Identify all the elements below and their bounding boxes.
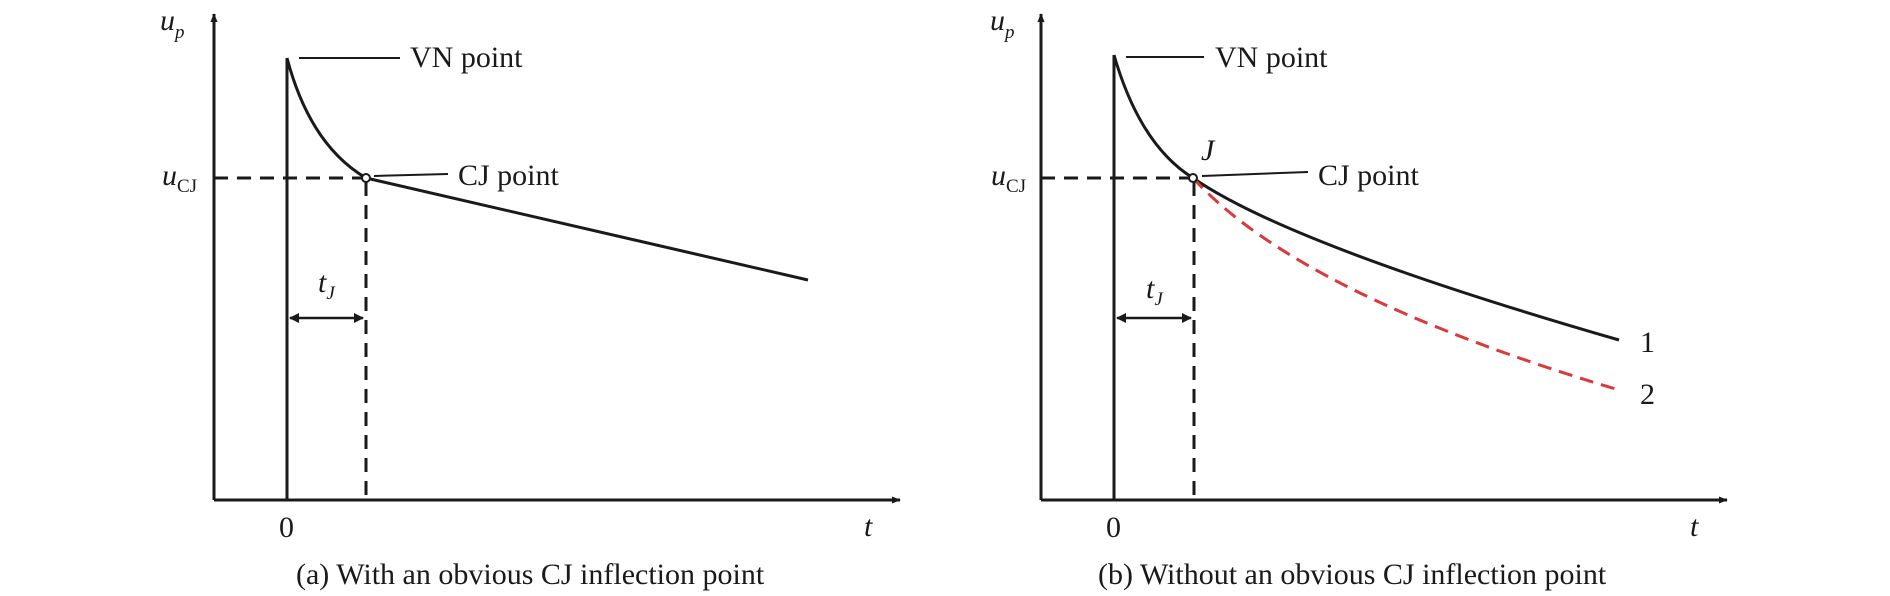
vn-point-label: VN point [1215,41,1328,74]
vn-to-j-curve [1112,54,1194,180]
curve-1 [1192,176,1620,342]
panel-b-caption: (b) Without an obvious CJ inflection poi… [1098,558,1607,591]
ucj-label: uCJ [162,159,197,197]
y-axis-label: up [990,4,1015,43]
panel-a: up t 0 uCJ VN point CJ point tJ (a) With [160,4,901,591]
panel-a-caption: (a) With an obvious CJ inflection point [296,558,765,591]
curve-2-label: 2 [1640,378,1655,411]
tj-label: tJ [1146,272,1164,310]
origin-label: 0 [1106,511,1121,544]
cj-leader-line [1201,171,1309,177]
j-label: J [1201,134,1216,167]
x-axis-label: t [1690,510,1699,543]
cj-leader-line [373,173,449,177]
ucj-label: uCJ [991,159,1026,197]
x-axis-label: t [864,510,873,543]
y-axis-label: up [160,4,185,43]
panel-b: up t 0 J uCJ VN point CJ point tJ [990,4,1728,591]
cj-point-label: CJ point [458,159,560,192]
origin-label: 0 [279,511,294,544]
j-point-marker [1188,173,1198,183]
vn-to-cj-curve [285,57,367,180]
curve-2 [1191,176,1620,392]
cj-point-marker [361,173,371,183]
vn-point-label: VN point [410,41,523,74]
tj-label: tJ [318,266,336,304]
post-cj-line [365,176,809,282]
cj-point-label: CJ point [1318,159,1420,192]
curve-1-label: 1 [1640,326,1655,359]
